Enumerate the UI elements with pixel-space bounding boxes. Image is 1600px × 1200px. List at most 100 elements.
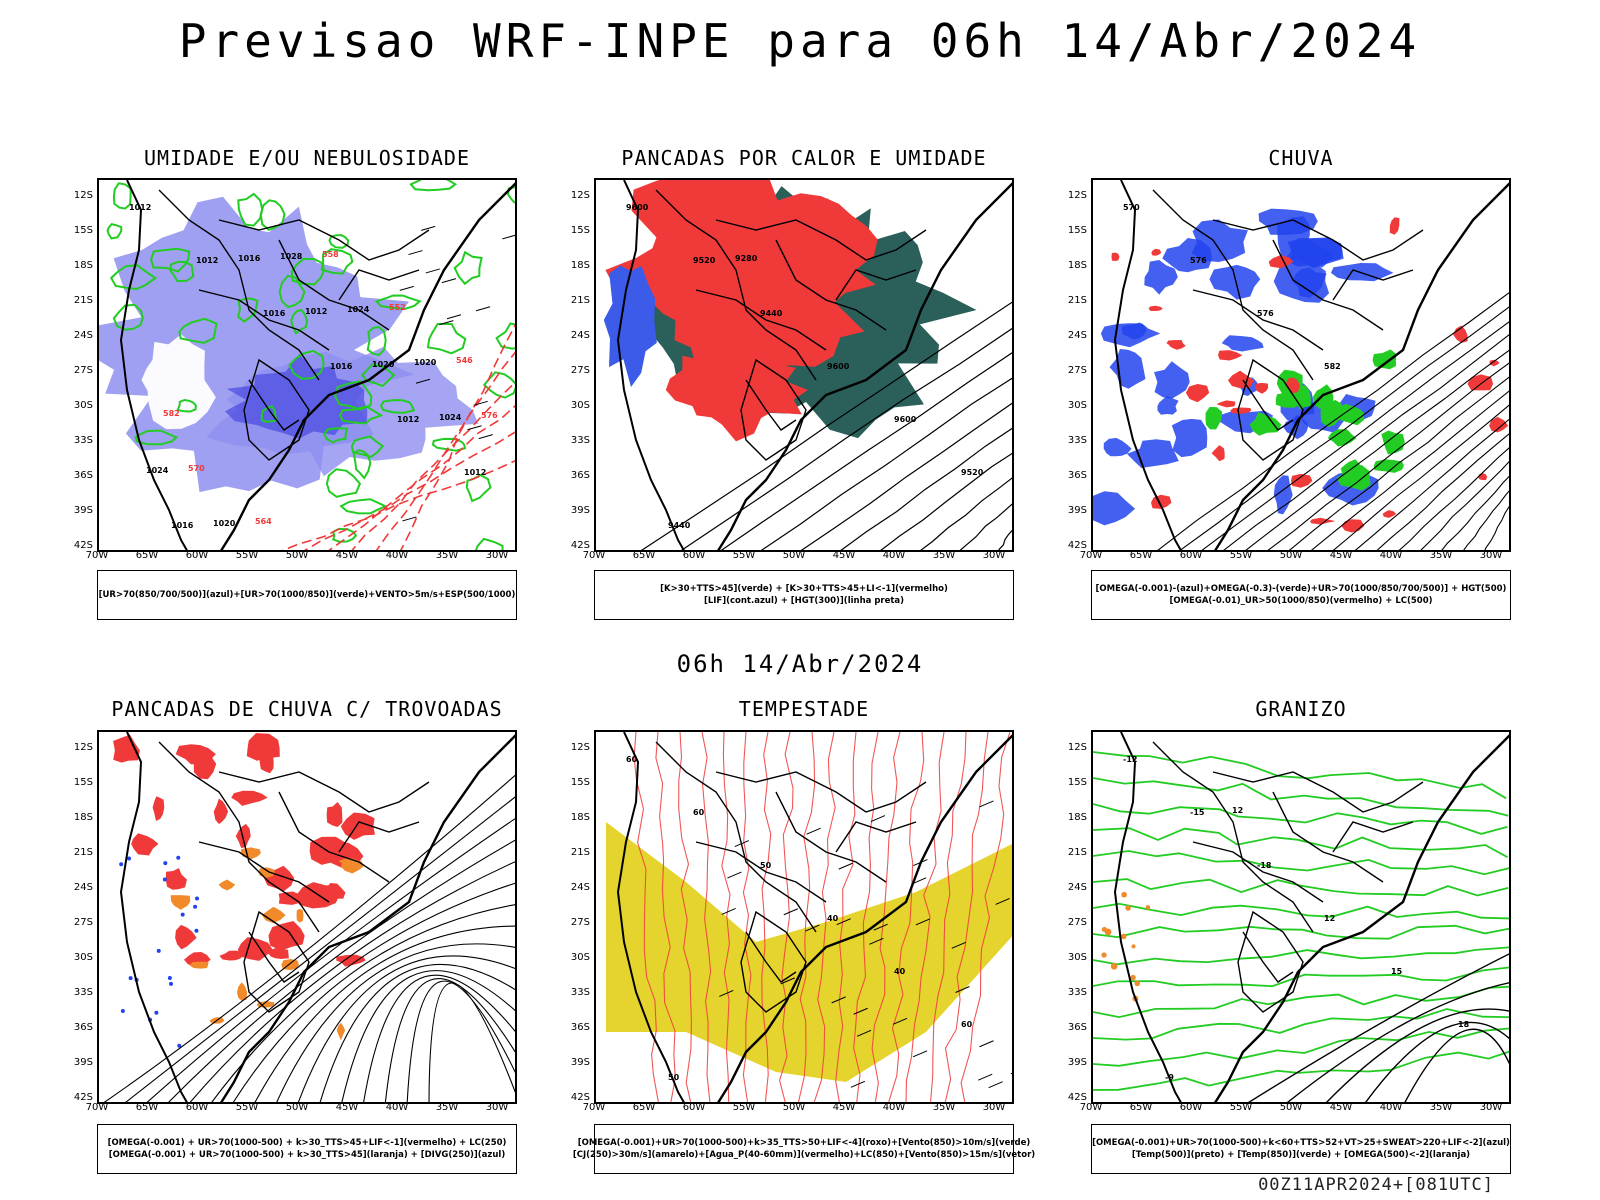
contour-label: 1012 (196, 256, 218, 265)
wind-vector (979, 1040, 994, 1048)
thickness-contour (281, 460, 515, 550)
hgt500-contour (1267, 362, 1509, 550)
longitude-label: 55W (732, 550, 756, 561)
state-border (1152, 741, 1314, 933)
longitude-label: 50W (1279, 1102, 1303, 1113)
latitude-label: 39S (570, 505, 590, 516)
latitude-label: 39S (1067, 1057, 1087, 1068)
latitude-label: 21S (1067, 847, 1087, 858)
contour-label: -9 (1165, 1073, 1174, 1082)
thunder-orange (240, 847, 261, 860)
water-contour (678, 732, 692, 1102)
streamline (406, 980, 515, 1102)
longitude-label: 50W (782, 550, 806, 561)
streamline (103, 774, 515, 1102)
hgt300-contour (760, 377, 1012, 550)
temp850-contour (1093, 902, 1509, 920)
omega-red (1148, 305, 1163, 311)
panel-title: PANCADAS DE CHUVA C/ TROVOADAS (111, 697, 503, 721)
streamline (384, 978, 515, 1102)
state-border (745, 931, 797, 983)
omega-blue (1103, 437, 1132, 457)
thunder-red (278, 891, 302, 905)
omega-blue (1171, 418, 1208, 458)
latitude-label: 18S (570, 260, 590, 271)
latitude-label: 18S (1067, 260, 1087, 271)
latitude-label: 42S (73, 540, 93, 551)
thunder-orange (237, 982, 248, 1001)
hgt500-contour (1157, 292, 1509, 550)
latitude-label: 27S (1067, 365, 1087, 376)
thunder-red (336, 954, 366, 967)
panel-legend: [OMEGA(-0.001)+UR>70(1000-500)+k>35_TTS>… (573, 1124, 1035, 1174)
omega-red (1230, 407, 1252, 414)
latitude-label: 24S (73, 330, 93, 341)
omega-blue (1221, 335, 1264, 352)
contour-label: 582 (163, 409, 180, 418)
omega-green (1372, 349, 1397, 370)
wind-vector (831, 996, 846, 1004)
latitude-label: 30S (570, 952, 590, 963)
thunder-red (235, 823, 251, 848)
thickness-contour (304, 431, 515, 550)
contour-label: 50 (760, 861, 772, 870)
state-border (1212, 771, 1424, 813)
wind-vector (853, 1007, 868, 1015)
thunder-orange (189, 961, 209, 969)
latitude-label: 18S (73, 812, 93, 823)
thunder-orange (261, 906, 286, 924)
omega-red (1216, 400, 1236, 408)
latitude-label: 24S (570, 882, 590, 893)
streamline (428, 982, 515, 1102)
contour-label: 576 (1190, 256, 1207, 265)
longitude-label: 65W (135, 1102, 159, 1113)
longitude-label: 35W (1429, 550, 1453, 561)
omega-red (1382, 510, 1397, 518)
longitude-label: 60W (185, 1102, 209, 1113)
wind-vector (467, 425, 482, 431)
contour-label: 1024 (347, 305, 370, 314)
contour-label: 570 (1123, 203, 1140, 212)
divergence-blue (163, 861, 168, 866)
longitude-label: 65W (135, 550, 159, 561)
longitude-label: 55W (235, 1102, 259, 1113)
water-contour (742, 732, 752, 1102)
latitude-label: 15S (1067, 777, 1087, 788)
thickness-contour (400, 323, 515, 550)
lif-blue (603, 265, 657, 387)
state-border (1272, 791, 1384, 883)
latitude-label: 21S (570, 295, 590, 306)
wind-vector (446, 314, 462, 320)
panel-legend: [OMEGA(-0.001) + UR>70(1000-500) + k>30_… (97, 1124, 517, 1174)
longitude-label: 60W (682, 550, 706, 561)
streamline (232, 904, 515, 1102)
contour-label: 50 (668, 1073, 680, 1082)
latitude-label: 30S (1067, 400, 1087, 411)
thunder-red (131, 833, 159, 856)
state-border (1152, 189, 1314, 381)
contour-label: 1012 (129, 203, 151, 212)
omega-red (1341, 519, 1365, 533)
latitude-label: 12S (1067, 742, 1087, 753)
forecast-map: 1012 1012 1016 1016 1012 1012 1016 1016 1012 1020… (97, 178, 517, 552)
green-contour (169, 260, 195, 283)
latitude-label: 30S (570, 400, 590, 411)
green-contour (106, 222, 123, 240)
green-contour (109, 264, 158, 291)
temp850-contour (1093, 924, 1509, 940)
state-border (740, 358, 807, 461)
longitude-label: 60W (1179, 1102, 1203, 1113)
longitude-label: 40W (882, 550, 906, 561)
green-contour (475, 537, 504, 550)
state-border (745, 379, 797, 431)
forecast-map (97, 730, 517, 1104)
state-border (1237, 910, 1304, 1013)
forecast-map: 9600 9520 9440 9600 9600 9520 9440 9280 (594, 178, 1014, 552)
contour-label: -15 (1190, 808, 1205, 817)
hgt300-contour (998, 529, 1012, 550)
contour-label: 12 (1324, 914, 1335, 923)
divergence-blue (156, 948, 161, 953)
water-contour (655, 732, 676, 1102)
panel-legend: [K>30+TTS>45](verde) + [K>30+TTS>45+LI<-… (594, 570, 1014, 620)
latitude-label: 33S (1067, 435, 1087, 446)
